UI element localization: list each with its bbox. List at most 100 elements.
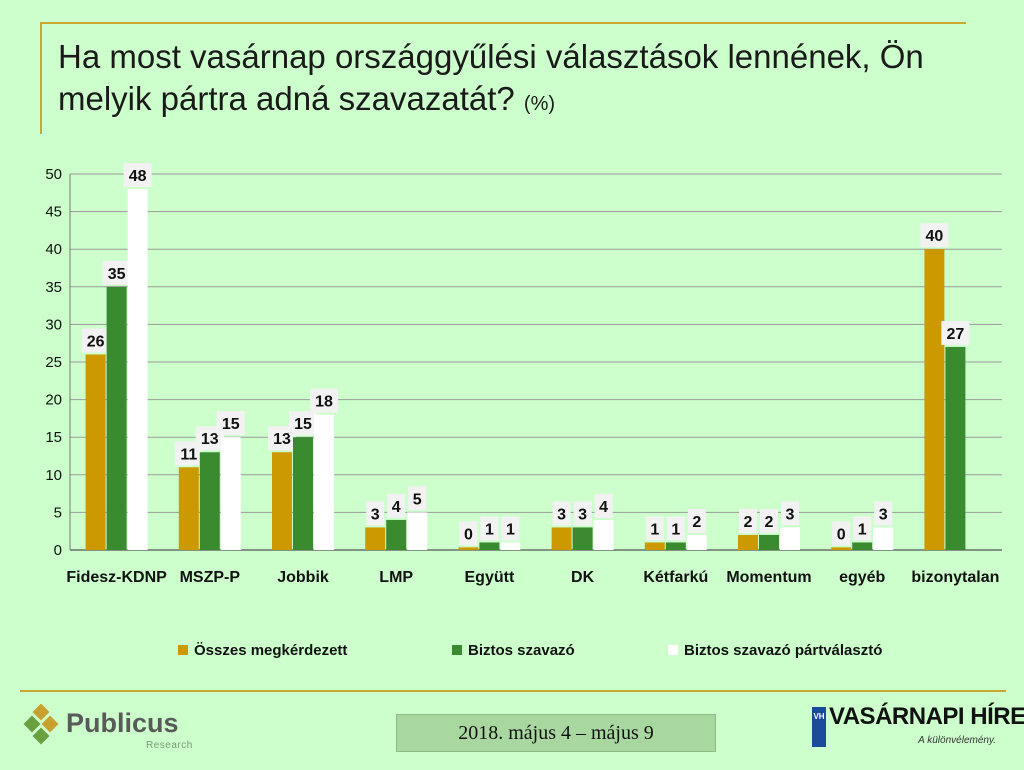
data-label: 48	[129, 168, 147, 185]
bar	[738, 534, 758, 550]
data-label-bg	[573, 501, 592, 526]
bar	[386, 519, 407, 550]
data-label: 13	[273, 431, 291, 448]
legend-swatch	[452, 645, 462, 655]
x-tick-label: Jobbik	[277, 569, 329, 586]
publicus-logo: Publicus Research	[22, 702, 202, 758]
data-label-bg	[501, 516, 520, 541]
date-range-box: 2018. május 4 – május 9	[396, 714, 716, 752]
data-label: 3	[578, 506, 587, 523]
data-label: 40	[926, 228, 944, 245]
bar	[593, 519, 614, 550]
data-label: 26	[87, 333, 105, 350]
data-label-bg	[216, 411, 245, 436]
data-label: 2	[744, 514, 753, 531]
y-tick-label: 30	[45, 316, 62, 333]
legend-swatch	[178, 645, 188, 655]
data-label-bg	[480, 516, 499, 541]
data-label: 15	[294, 416, 312, 433]
data-label-bg	[459, 521, 478, 546]
bar-chart: 05101520253035404550263548Fidesz-KDNP111…	[45, 163, 1002, 659]
bar	[831, 547, 852, 550]
data-label-bg	[941, 320, 970, 345]
chart-title-unit: (%)	[523, 93, 556, 115]
publicus-logo-name: Publicus	[66, 708, 179, 738]
data-label: 27	[947, 326, 965, 343]
data-label-bg	[645, 516, 664, 541]
x-tick-label: Fidesz-KDNP	[66, 569, 167, 586]
data-label-bg	[739, 508, 757, 533]
publicus-logo-sub: Research	[146, 740, 193, 751]
bar	[665, 542, 686, 550]
x-tick-label: MSZP-P	[180, 569, 241, 586]
vasarnapi-hirek-tagline: A különvélemény.	[918, 735, 996, 746]
bar	[780, 527, 800, 550]
y-tick-label: 45	[45, 204, 62, 221]
data-label-bg	[781, 501, 799, 526]
data-label-bg	[552, 501, 571, 526]
x-tick-label: LMP	[379, 569, 413, 586]
bar	[127, 189, 148, 551]
data-label-bg	[81, 328, 110, 353]
bar	[572, 527, 593, 550]
data-label: 15	[222, 416, 240, 433]
bar	[293, 437, 313, 550]
data-label: 1	[671, 521, 680, 538]
data-label: 5	[413, 491, 422, 508]
y-tick-label: 20	[45, 392, 62, 409]
bar	[199, 452, 220, 550]
publicus-diamond-icon	[23, 704, 59, 745]
data-label-bg	[102, 260, 131, 285]
title-top-rule	[40, 22, 966, 24]
data-label: 3	[786, 506, 795, 523]
bar	[551, 527, 572, 550]
bar	[365, 527, 386, 550]
data-label: 3	[879, 506, 888, 523]
data-label: 2	[765, 514, 774, 531]
y-tick-label: 15	[45, 429, 62, 446]
bar	[759, 534, 779, 550]
date-range-text: 2018. május 4 – május 9	[458, 721, 654, 744]
y-tick-label: 0	[54, 542, 62, 559]
data-label-bg	[594, 493, 613, 518]
bar	[220, 437, 241, 550]
x-tick-label: DK	[571, 569, 595, 586]
data-label: 0	[837, 526, 846, 543]
y-tick-label: 5	[54, 504, 62, 521]
data-label-bg	[920, 223, 949, 248]
chart-title: Ha most vasárnap országgyűlési választás…	[58, 36, 998, 125]
data-label-bg	[832, 521, 851, 546]
x-tick-label: egyéb	[839, 569, 885, 586]
x-tick-label: bizonytalan	[911, 569, 999, 586]
bar	[479, 542, 500, 550]
data-label: 18	[315, 394, 333, 411]
data-label: 1	[485, 521, 494, 538]
y-tick-label: 10	[45, 467, 62, 484]
bar	[686, 534, 707, 550]
data-label-bg	[408, 486, 427, 511]
title-left-rule	[40, 22, 42, 134]
data-label-bg	[874, 501, 893, 526]
bar	[272, 452, 292, 550]
data-label-bg	[310, 388, 338, 413]
data-label-bg	[289, 411, 317, 436]
bar	[644, 542, 665, 550]
data-label: 11	[180, 446, 197, 463]
data-label: 1	[506, 521, 515, 538]
legend-label: Biztos szavazó	[468, 642, 575, 659]
data-label-bg	[666, 516, 685, 541]
data-label-bg	[123, 163, 152, 188]
x-tick-label: Kétfarkú	[643, 569, 708, 586]
data-label-bg	[853, 516, 872, 541]
data-label: 1	[858, 521, 867, 538]
data-label-bg	[387, 493, 406, 518]
bar	[106, 286, 127, 550]
bar	[945, 346, 966, 550]
vasarnapi-hirek-logo: VH VASÁRNAPI HÍREK A különvélemény.	[812, 703, 1024, 751]
chart-title-text: Ha most vasárnap országgyűlési választás…	[58, 38, 924, 117]
data-label-bg	[760, 508, 778, 533]
data-label: 0	[464, 526, 473, 543]
y-tick-label: 25	[45, 354, 62, 371]
footer-rule	[20, 690, 1006, 692]
data-label: 4	[599, 499, 608, 516]
